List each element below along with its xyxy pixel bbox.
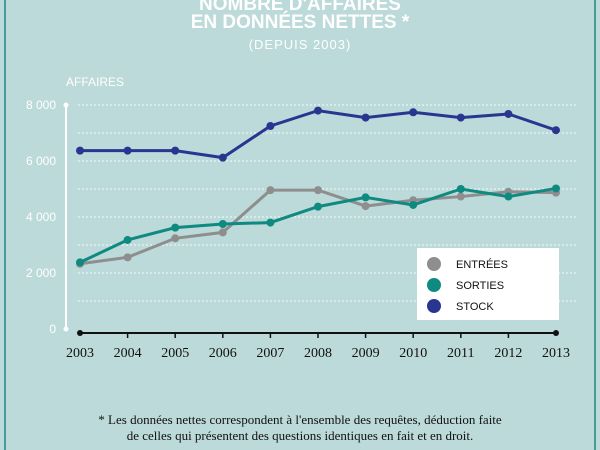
footnote: * Les données nettes correspondent à l'e… bbox=[0, 412, 600, 444]
data-point bbox=[266, 186, 275, 195]
chart-title-line2: EN DONNÉES NETTES * bbox=[190, 12, 410, 33]
series-line-stock bbox=[80, 109, 557, 160]
data-point bbox=[123, 146, 132, 155]
x-axis-cap bbox=[77, 330, 83, 336]
data-point bbox=[456, 113, 465, 122]
legend-marker-stock bbox=[427, 299, 441, 313]
data-point bbox=[504, 192, 513, 201]
x-tick-label: 2008 bbox=[304, 346, 332, 361]
data-point bbox=[552, 184, 560, 193]
x-axis-cap bbox=[553, 330, 559, 336]
legend-label: ENTRÉES bbox=[456, 258, 508, 271]
y-tick-label: 8 000 bbox=[26, 98, 56, 112]
legend-marker-entrées bbox=[427, 257, 441, 271]
data-point bbox=[361, 113, 370, 122]
y-tick-label: 4 000 bbox=[26, 210, 56, 224]
x-tick-label: 2010 bbox=[399, 346, 427, 361]
y-axis-label: AFFAIRES bbox=[66, 75, 125, 89]
data-point bbox=[314, 186, 322, 195]
data-point bbox=[409, 200, 418, 209]
y-axis-cap bbox=[63, 102, 69, 108]
legend-label: STOCK bbox=[456, 301, 494, 313]
data-point bbox=[218, 220, 227, 228]
x-tick-label: 2004 bbox=[114, 346, 142, 361]
data-point bbox=[504, 109, 513, 118]
chart-subtitle: (DEPUIS 2003) bbox=[248, 37, 352, 52]
data-point bbox=[171, 223, 180, 232]
data-point bbox=[171, 146, 180, 155]
data-point bbox=[409, 108, 418, 117]
footnote-line-1: * Les données nettes correspondent à l'e… bbox=[98, 412, 502, 427]
data-point bbox=[266, 122, 275, 130]
data-point bbox=[314, 202, 322, 211]
x-tick-label: 2005 bbox=[161, 346, 189, 361]
chart-frame bbox=[4, 0, 596, 450]
data-point bbox=[123, 235, 132, 244]
data-point bbox=[361, 202, 370, 211]
chart-title: NOMBRE D'AFFAIRES bbox=[199, 0, 401, 15]
data-point bbox=[552, 126, 560, 135]
x-tick-label: 2011 bbox=[447, 346, 474, 361]
legend-label: SORTIES bbox=[456, 280, 504, 292]
data-point bbox=[361, 193, 370, 202]
x-tick-label: 2006 bbox=[209, 346, 237, 361]
footnote-line-2: de celles qui présentent des questions i… bbox=[126, 428, 474, 443]
data-point bbox=[314, 106, 322, 115]
data-point bbox=[76, 146, 84, 155]
data-point bbox=[218, 228, 227, 237]
data-point bbox=[456, 185, 465, 193]
data-point bbox=[171, 234, 180, 243]
data-point bbox=[218, 153, 227, 162]
x-tick-label: 2007 bbox=[256, 346, 284, 361]
data-point bbox=[123, 253, 132, 262]
data-point bbox=[266, 218, 275, 227]
x-tick-label: 2013 bbox=[542, 346, 570, 361]
x-tick-label: 2012 bbox=[494, 346, 522, 361]
y-axis-cap bbox=[63, 326, 69, 332]
legend-marker-sorties bbox=[427, 278, 441, 292]
y-tick-label: 6 000 bbox=[26, 154, 56, 168]
y-tick-label: 0 bbox=[49, 322, 56, 336]
y-tick-label: 2 000 bbox=[26, 266, 56, 280]
x-tick-label: 2003 bbox=[66, 346, 94, 361]
data-point bbox=[456, 192, 465, 201]
x-tick-label: 2009 bbox=[352, 346, 380, 361]
data-point bbox=[76, 258, 84, 267]
